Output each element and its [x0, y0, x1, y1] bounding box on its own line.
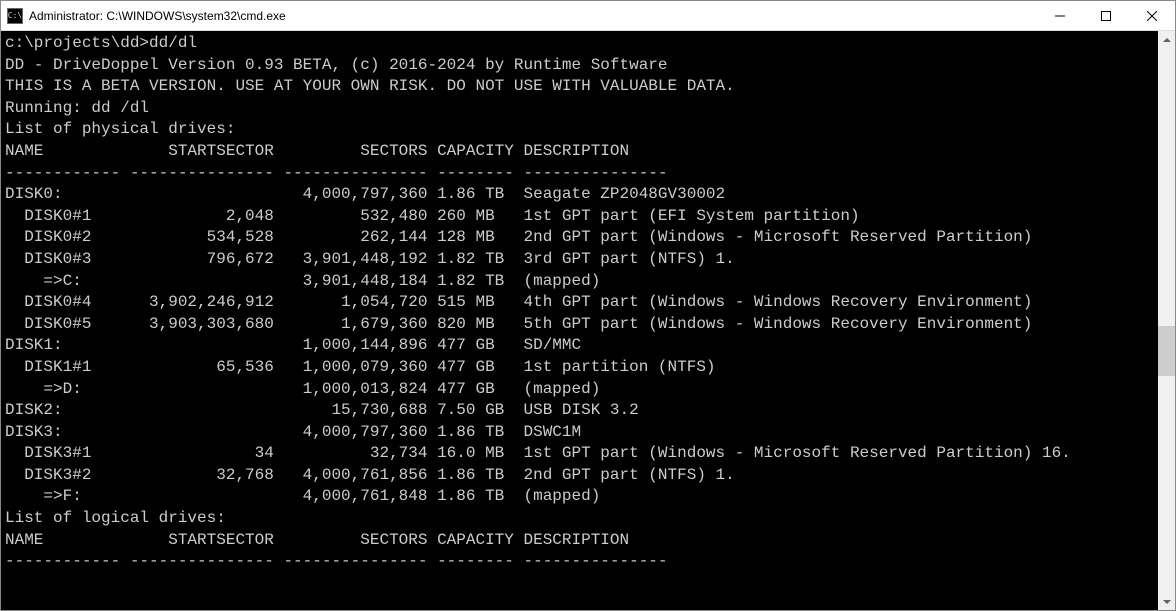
- window-title: Administrator: C:\WINDOWS\system32\cmd.e…: [29, 9, 1037, 23]
- cmd-window: C:\ Administrator: C:\WINDOWS\system32\c…: [0, 0, 1176, 611]
- maximize-button[interactable]: [1083, 1, 1129, 30]
- header-line: THIS IS A BETA VERSION. USE AT YOUR OWN …: [5, 76, 1154, 98]
- scrollbar-track[interactable]: [1158, 48, 1175, 593]
- header-line: Running: dd /dl: [5, 98, 1154, 120]
- table-row: DISK3#1 34 32,734 16.0 MB 1st GPT part (…: [5, 443, 1154, 465]
- table-row: =>F: 4,000,761,848 1.86 TB (mapped): [5, 486, 1154, 508]
- separator-line: ------------ --------------- -----------…: [5, 551, 1154, 573]
- scroll-up-button[interactable]: [1158, 31, 1175, 48]
- header-line: DD - DriveDoppel Version 0.93 BETA, (c) …: [5, 55, 1154, 77]
- cmd-icon: C:\: [7, 8, 23, 24]
- table-row: DISK2: 15,730,688 7.50 GB USB DISK 3.2: [5, 400, 1154, 422]
- table-row: DISK3#2 32,768 4,000,761,856 1.86 TB 2nd…: [5, 465, 1154, 487]
- vertical-scrollbar[interactable]: [1158, 31, 1175, 610]
- table-row: =>D: 1,000,013,824 477 GB (mapped): [5, 379, 1154, 401]
- table-row: DISK0#1 2,048 532,480 260 MB 1st GPT par…: [5, 206, 1154, 228]
- table-row: DISK1: 1,000,144,896 477 GB SD/MMC: [5, 335, 1154, 357]
- close-button[interactable]: [1129, 1, 1175, 30]
- section-title: List of physical drives:: [5, 119, 1154, 141]
- table-row: DISK3: 4,000,797,360 1.86 TB DSWC1M: [5, 422, 1154, 444]
- column-header: NAME STARTSECTOR SECTORS CAPACITY DESCRI…: [5, 530, 1154, 552]
- minimize-button[interactable]: [1037, 1, 1083, 30]
- titlebar[interactable]: C:\ Administrator: C:\WINDOWS\system32\c…: [1, 1, 1175, 31]
- table-row: DISK0#3 796,672 3,901,448,192 1.82 TB 3r…: [5, 249, 1154, 271]
- table-row: DISK1#1 65,536 1,000,079,360 477 GB 1st …: [5, 357, 1154, 379]
- table-row: DISK0#5 3,903,303,680 1,679,360 820 MB 5…: [5, 314, 1154, 336]
- table-row: DISK0#2 534,528 262,144 128 MB 2nd GPT p…: [5, 227, 1154, 249]
- table-row: =>C: 3,901,448,184 1.82 TB (mapped): [5, 271, 1154, 293]
- table-row: DISK0: 4,000,797,360 1.86 TB Seagate ZP2…: [5, 184, 1154, 206]
- terminal-area: c:\projects\dd>dd/dlDD - DriveDoppel Ver…: [1, 31, 1175, 610]
- prompt-line: c:\projects\dd>dd/dl: [5, 33, 1154, 55]
- separator-line: ------------ --------------- -----------…: [5, 163, 1154, 185]
- section-title: List of logical drives:: [5, 508, 1154, 530]
- scroll-down-button[interactable]: [1158, 593, 1175, 610]
- column-header: NAME STARTSECTOR SECTORS CAPACITY DESCRI…: [5, 141, 1154, 163]
- scrollbar-thumb[interactable]: [1158, 326, 1175, 376]
- table-row: DISK0#4 3,902,246,912 1,054,720 515 MB 4…: [5, 292, 1154, 314]
- terminal-output[interactable]: c:\projects\dd>dd/dlDD - DriveDoppel Ver…: [1, 31, 1158, 610]
- window-controls: [1037, 1, 1175, 30]
